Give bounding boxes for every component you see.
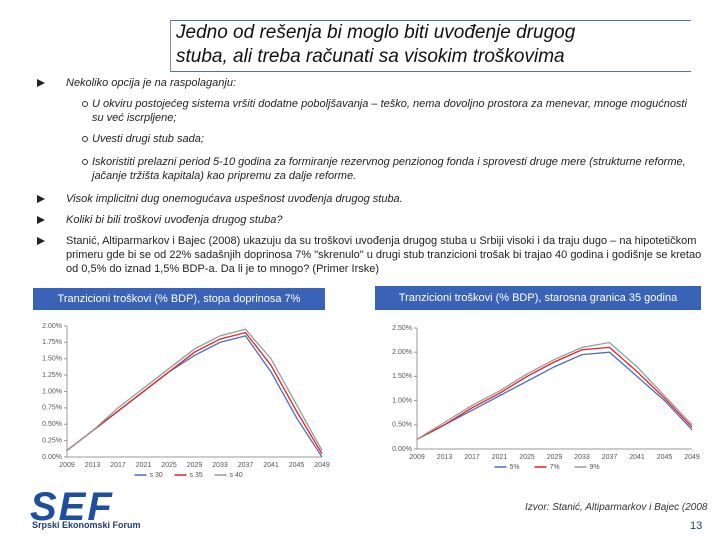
x-tick-label: 2025 xyxy=(161,462,177,469)
x-tick-label: 2041 xyxy=(629,454,645,461)
x-tick-label: 2013 xyxy=(437,454,453,461)
sub-bullet: Uvesti drugi stub sada; xyxy=(92,133,204,145)
y-tick-label: 0.75% xyxy=(42,405,62,412)
x-tick-label: 2029 xyxy=(547,454,563,461)
y-tick-label: 1.75% xyxy=(42,339,62,346)
x-tick-label: 2033 xyxy=(574,454,590,461)
series-line xyxy=(66,335,323,458)
x-tick-label: 2025 xyxy=(519,454,535,461)
series-line xyxy=(416,346,693,440)
series-line xyxy=(416,341,693,440)
y-tick-label: 1.50% xyxy=(392,373,412,380)
legend-label: 5% xyxy=(510,464,520,471)
x-tick-label: 2017 xyxy=(110,462,126,469)
title-line: Jedno od rešenja bi moglo biti uvođenje … xyxy=(176,22,576,43)
x-tick-label: 2013 xyxy=(85,462,101,469)
legend-label: s 35 xyxy=(190,472,203,479)
series-line xyxy=(66,328,323,451)
y-tick-label: 1.00% xyxy=(42,388,62,395)
y-tick-label: 2.50% xyxy=(392,325,412,332)
x-tick-label: 2045 xyxy=(657,454,673,461)
title-line: stuba, ali treba računati sa visokim tro… xyxy=(176,46,565,67)
x-tick-label: 2009 xyxy=(409,454,425,461)
x-tick-label: 2033 xyxy=(212,462,228,469)
legend-label: s 30 xyxy=(150,472,163,479)
sub-bullet: Iskoristiti prelazni period 5-10 godina … xyxy=(92,156,686,182)
bullet-text: Nekoliko opcija je na raspolaganju: xyxy=(66,77,236,89)
bullet-text: Koliki bi bili troškovi uvođenja drugog … xyxy=(66,214,283,226)
legend-label: 9% xyxy=(590,464,600,471)
y-tick-label: 2.00% xyxy=(392,349,412,356)
x-tick-label: 2009 xyxy=(59,462,75,469)
x-tick-label: 2029 xyxy=(187,462,203,469)
y-tick-label: 1.25% xyxy=(42,372,62,379)
source: Izvor: Stanić, Altiparmarkov i Bajec (20… xyxy=(525,502,708,513)
x-tick-label: 2049 xyxy=(314,462,330,469)
x-tick-label: 2041 xyxy=(263,462,279,469)
logo-mark: SEF xyxy=(30,485,114,529)
x-tick-label: 2045 xyxy=(289,462,305,469)
bullet-text: Stanić, Altiparmarkov i Bajec (2008) uka… xyxy=(66,235,702,275)
sub-bullet: U okviru postojećeg sistema vršiti dodat… xyxy=(92,98,687,124)
y-tick-label: 2.00% xyxy=(42,323,62,330)
x-tick-label: 2049 xyxy=(684,454,700,461)
x-tick-label: 2037 xyxy=(238,462,254,469)
y-tick-label: 0.25% xyxy=(42,437,62,444)
chart-title: Tranzicioni troškovi (% BDP), starosna g… xyxy=(375,286,701,310)
x-tick-label: 2021 xyxy=(492,454,508,461)
logo-name: Srpski Ekonomski Forum xyxy=(32,520,141,530)
legend-label: s 40 xyxy=(230,472,243,479)
series-line xyxy=(416,351,693,440)
chart-title: Tranzicioni troškovi (% BDP), stopa dopr… xyxy=(33,288,325,310)
x-tick-label: 2021 xyxy=(136,462,152,469)
bullet-text: Visok implicitni dug onemogućava uspešno… xyxy=(66,193,403,205)
series-line xyxy=(66,331,323,455)
slide-title: Jedno od rešenja bi moglo biti uvođenje … xyxy=(170,20,691,72)
chart: 0.00% 0.50% 1.00% 1.50% 2.00% 2.50% 2009 2013 20… xyxy=(392,325,700,471)
y-tick-label: 0.50% xyxy=(392,422,412,429)
y-tick-label: 1.00% xyxy=(392,397,412,404)
page-number: 13 xyxy=(690,520,703,532)
x-tick-label: 2037 xyxy=(602,454,618,461)
y-tick-label: 0.00% xyxy=(42,454,62,461)
y-tick-label: 1.50% xyxy=(42,356,62,363)
y-tick-label: 0.50% xyxy=(42,421,62,428)
y-tick-label: 0.00% xyxy=(392,446,412,453)
chart: 0.00% 0.25% 0.50% 0.75% 1.00% 1.25% 1.50% 1.75%… xyxy=(42,323,330,479)
x-tick-label: 2017 xyxy=(464,454,480,461)
legend-label: 7% xyxy=(550,464,560,471)
